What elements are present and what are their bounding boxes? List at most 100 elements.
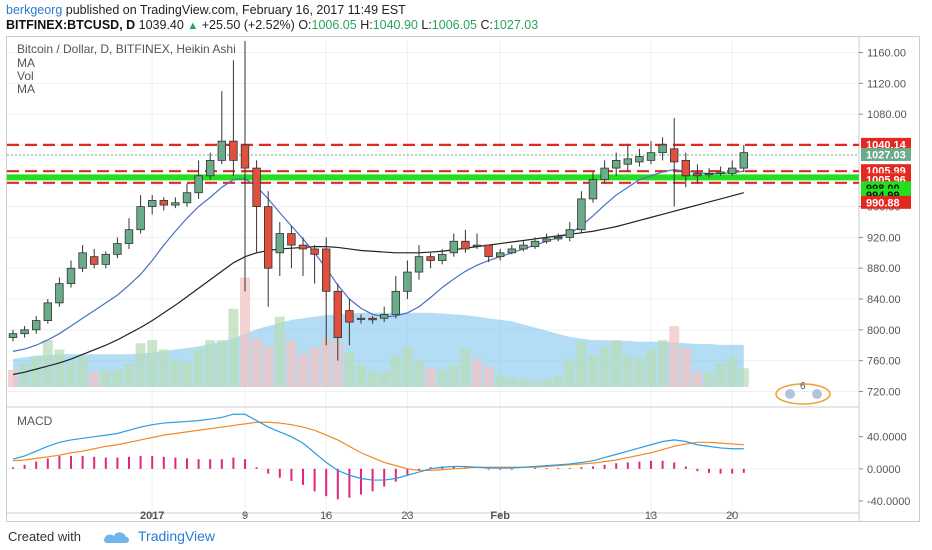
tradingview-brand[interactable]: TradingView [138,528,216,544]
created-with-label: Created with [8,529,81,544]
candle-body [507,248,516,254]
volume-bar [472,358,482,387]
volume-bar [77,357,88,387]
volume-bar [274,316,285,387]
time-tick-label: Feb [490,510,510,521]
volume-bar [576,341,587,387]
author-link[interactable]: berkgeorg [6,3,63,17]
candle-body [403,271,412,292]
volume-bar [321,338,332,387]
price-tick-label: 840.00 [867,294,901,306]
volume-bar [518,379,529,387]
price-marker-label: 1027.03 [866,149,906,161]
volume-bar [541,379,552,387]
volume-bar [738,368,749,387]
axis-bg [860,37,919,521]
volume-bar [216,340,227,387]
price-tick-label: 1160.00 [867,48,906,60]
events-badge[interactable]: 6 [775,381,831,405]
volume-bar [611,340,622,387]
candle-body [356,317,366,320]
us-flag-icon [785,389,795,399]
open-label: O: [298,18,312,32]
candle-body [113,243,122,255]
candle-body [171,202,180,206]
candle-body [321,248,331,292]
candle-body [437,253,447,261]
volume-bar [553,376,564,387]
candle-body [66,267,76,285]
volume-bar [240,277,250,387]
us-flag-icon [812,389,822,399]
candle-body [240,144,250,169]
legend-title: Bitcoin / Dollar, D, BITFINEX, Heikin As… [17,42,236,56]
candle-body [78,252,87,269]
chart-frame[interactable]: 720.00 760.00 800.00 840.00 880.00 920.00 9 6 0.… [6,36,920,522]
candle-body [391,290,400,315]
volume-bar [309,347,320,387]
volume-bar [19,363,30,387]
price-tick-label: 760.00 [867,356,901,368]
volume-bar [564,358,575,387]
time-tick-label: 9 [242,510,248,521]
macd-tick-label: 0.0000 [867,464,901,476]
volume-bar [599,346,610,387]
candles-layer [8,41,748,361]
chart-canvas[interactable]: 720.00 760.00 800.00 840.00 880.00 920.00 9 6 0.… [7,37,919,521]
price-tick-label: 1080.00 [867,109,907,121]
volume-bar [425,368,436,387]
volume-bar [147,340,158,387]
candle-body [205,159,215,177]
candle-body [229,140,238,161]
volume-bar [414,360,424,387]
volume-bar [42,340,53,387]
candle-body [670,148,679,163]
price-tick-label: 800.00 [867,325,901,337]
candle-body [623,158,632,165]
candle-body [461,240,470,250]
candle-body [519,244,528,250]
volume-bar [54,349,65,387]
candle-body [681,159,690,177]
volume-bar [646,349,656,387]
candle-body [739,152,748,169]
candle-body [612,159,621,169]
candle-body [554,237,563,240]
high-label: H: [360,18,373,32]
volume-bar [135,343,146,387]
price-marker-label: 990.88 [866,197,900,209]
candle-body [298,244,308,250]
tradingview-logo-icon[interactable] [102,529,132,545]
level-lines [7,143,859,184]
volume-bar [8,369,18,387]
volume-bar [634,357,645,387]
volume-bar [367,371,378,387]
legend-ma-2: MA [17,82,35,96]
low-value: 1006.05 [431,18,477,32]
time-tick-label: 20 [726,510,738,521]
footer: Created with TradingView [0,522,932,550]
volume-bar [379,371,390,387]
candle-body [426,256,435,261]
close-label: C: [480,18,493,32]
price-marker [861,137,911,151]
candle-body [646,152,656,161]
candle-body [310,248,319,255]
candle-body [43,302,52,321]
candle-body [263,206,273,269]
candle-body [31,320,41,331]
events-badge-outline [775,383,831,405]
candle-body [101,253,110,265]
candle-body [728,167,737,174]
chart-legend: Bitcoin / Dollar, D, BITFINEX, Heikin As… [17,42,236,428]
volume-bar [588,355,598,387]
low-label: L: [421,18,432,32]
candle-body [159,200,168,206]
price-tick-label: 720.00 [867,386,901,398]
candle-body [333,290,342,338]
volume-bar [66,362,76,387]
volume-bar [112,369,123,387]
candle-body [472,244,482,247]
candle-body [90,256,99,265]
volume-bar [332,341,343,387]
